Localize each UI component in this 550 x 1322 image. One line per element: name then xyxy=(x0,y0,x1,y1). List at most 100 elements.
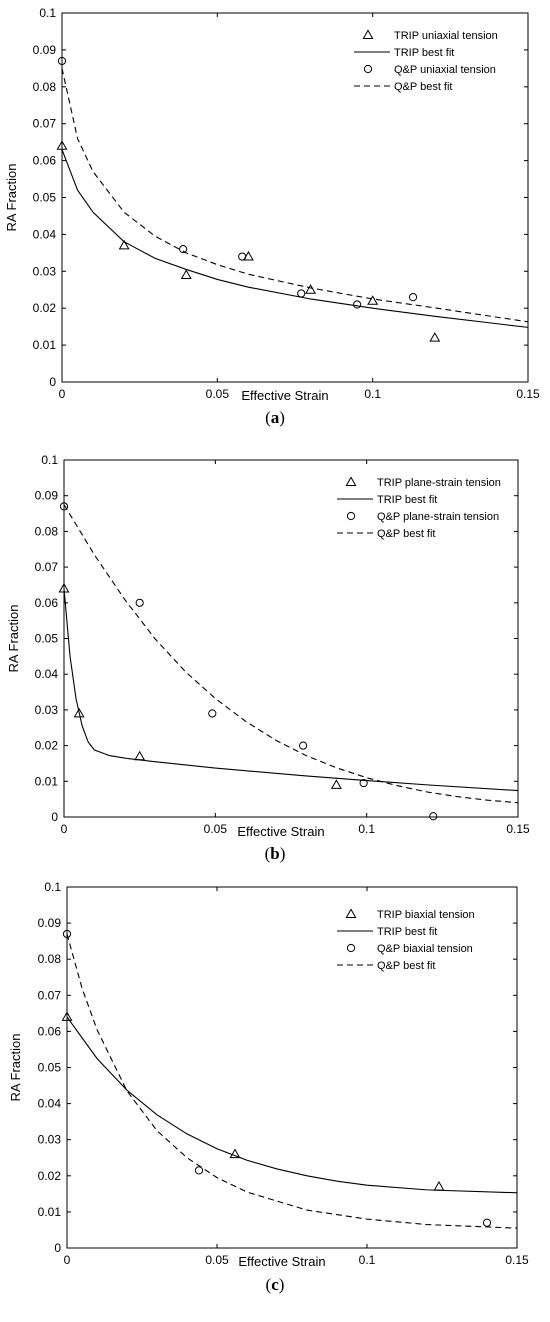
data-point-triangle xyxy=(330,779,342,789)
y-tick-label: 0.01 xyxy=(33,338,57,352)
x-tick-label: 0.15 xyxy=(506,822,530,836)
data-point-triangle xyxy=(367,295,379,305)
series-line-qp-best-fit xyxy=(66,933,518,1229)
y-tick-label: 0 xyxy=(54,1241,61,1255)
caption-letter: c xyxy=(271,1275,279,1294)
data-point-circle xyxy=(208,709,217,718)
series-line-qp-best-fit xyxy=(61,68,529,323)
y-tick-label: 0.09 xyxy=(38,916,62,930)
data-point-circle xyxy=(179,245,188,254)
data-point-circle xyxy=(238,252,247,261)
data-point-triangle xyxy=(134,750,146,761)
series-line-qp-best-fit xyxy=(63,504,519,804)
panel-caption: (b) xyxy=(265,844,286,863)
y-tick-label: 0.01 xyxy=(38,1205,62,1219)
caption-letter: b xyxy=(270,844,279,863)
y-tick-label: 0.03 xyxy=(33,264,57,278)
data-point-circle xyxy=(429,812,438,821)
x-axis-label: Effective Strain xyxy=(241,388,328,403)
caption-paren: ( xyxy=(265,408,271,427)
x-tick-label: 0 xyxy=(61,822,68,836)
y-tick-label: 0.03 xyxy=(38,1133,62,1147)
data-point-triangle xyxy=(73,707,85,718)
x-tick-label: 0.15 xyxy=(505,1253,529,1267)
data-point-triangle xyxy=(229,1148,241,1159)
legend-marker-triangle xyxy=(345,908,357,918)
series-line-trip-best-fit xyxy=(61,149,529,328)
y-tick-label: 0 xyxy=(51,810,58,824)
data-point-circle xyxy=(408,293,418,302)
y-tick-label: 0.02 xyxy=(38,1169,62,1183)
x-tick-label: 0 xyxy=(64,1253,71,1267)
y-tick-label: 0.07 xyxy=(35,560,59,574)
series-line-trip-best-fit xyxy=(66,1016,518,1194)
legend-label: TRIP biaxial tension xyxy=(377,909,475,921)
y-tick-label: 0.1 xyxy=(41,453,58,467)
data-point-circle xyxy=(57,56,67,66)
legend-label: Q&P plane-strain tension xyxy=(377,511,499,523)
y-axis-label: RA Fraction xyxy=(6,605,21,673)
data-point-circle xyxy=(359,778,368,788)
y-tick-label: 0.01 xyxy=(35,774,59,788)
data-point-circle xyxy=(135,598,144,607)
panel-caption: (c) xyxy=(266,1275,285,1294)
data-point-triangle xyxy=(61,1011,73,1021)
legend-marker-circle xyxy=(363,64,373,74)
data-point-circle xyxy=(353,300,362,309)
y-tick-label: 0.03 xyxy=(35,703,59,717)
y-tick-label: 0.04 xyxy=(35,667,59,681)
x-tick-label: 0.1 xyxy=(358,822,375,836)
data-point-triangle xyxy=(56,140,68,150)
y-tick-label: 0.05 xyxy=(35,632,59,646)
y-tick-label: 0.09 xyxy=(33,43,57,57)
y-tick-label: 0.04 xyxy=(33,227,57,241)
y-tick-label: 0.08 xyxy=(33,80,57,94)
x-tick-label: 0.15 xyxy=(516,387,540,401)
x-tick-label: 0.05 xyxy=(206,387,230,401)
legend-marker-triangle xyxy=(362,29,374,39)
legend-marker-circle xyxy=(346,511,356,521)
data-point-circle xyxy=(297,289,306,298)
series-line-trip-best-fit xyxy=(63,588,519,792)
x-tick-label: 0 xyxy=(59,387,66,401)
y-tick-label: 0.08 xyxy=(35,524,59,538)
plot-frame xyxy=(66,886,518,1249)
y-tick-label: 0.04 xyxy=(38,1097,62,1111)
data-point-circle xyxy=(62,929,72,939)
caption-paren: ( xyxy=(265,844,271,863)
y-tick-label: 0.09 xyxy=(35,489,59,503)
data-point-triangle xyxy=(180,269,192,279)
y-tick-label: 0.02 xyxy=(33,301,57,315)
data-point-triangle xyxy=(433,1181,445,1191)
y-tick-label: 0.1 xyxy=(39,6,56,20)
y-tick-label: 0 xyxy=(49,375,56,389)
caption-paren: ) xyxy=(279,408,285,427)
data-point-circle xyxy=(59,502,69,511)
chart-panel-b: 0 0.01 0.02 0.03 0.04 0.05 0.06 0.07 0.08 0.09 0.1… xyxy=(6,453,530,863)
legend-label: TRIP best fit xyxy=(394,47,454,59)
data-point-triangle xyxy=(118,239,130,250)
x-axis-label: Effective Strain xyxy=(237,824,324,839)
y-tick-label: 0.06 xyxy=(33,154,57,168)
caption-paren: ( xyxy=(266,1275,272,1294)
legend-label: Q&P uniaxial tension xyxy=(394,64,496,76)
y-tick-label: 0.07 xyxy=(38,988,62,1002)
legend-label: TRIP plane-strain tension xyxy=(377,477,501,489)
panel-caption: (a) xyxy=(265,408,285,427)
y-axis-label: RA Fraction xyxy=(4,164,19,232)
y-tick-label: 0.1 xyxy=(44,880,61,894)
y-tick-label: 0.06 xyxy=(35,596,59,610)
legend-marker-triangle xyxy=(345,476,357,486)
y-tick-label: 0.02 xyxy=(35,739,59,753)
y-tick-label: 0.07 xyxy=(33,117,57,131)
caption-paren: ) xyxy=(280,844,286,863)
legend-label: TRIP uniaxial tension xyxy=(394,30,498,42)
x-tick-label: 0.05 xyxy=(204,822,228,836)
legend-label: TRIP best fit xyxy=(377,494,437,506)
x-axis-label: Effective Strain xyxy=(238,1254,325,1269)
caption-paren: ) xyxy=(279,1275,285,1294)
y-axis-label: RA Fraction xyxy=(8,1034,23,1102)
x-tick-label: 0.1 xyxy=(364,387,381,401)
y-tick-label: 0.06 xyxy=(38,1024,62,1038)
data-point-circle xyxy=(482,1218,492,1227)
